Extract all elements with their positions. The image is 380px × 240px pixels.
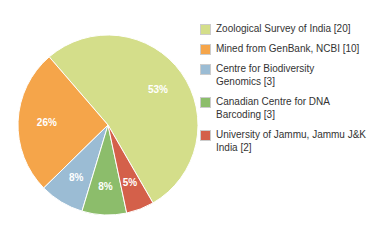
html-text:India [2]: India [2]	[216, 142, 252, 153]
svg-text:5%: 5%	[123, 177, 138, 188]
html-text:Centre for Biodiversity: Centre for Biodiversity	[216, 63, 315, 74]
html-text:Mined from GenBank, NCBI [10]: Mined from GenBank, NCBI [10]	[216, 43, 360, 54]
html-text:Zoological Survey of India [20: Zoological Survey of India [20]	[216, 23, 351, 34]
html-text:Barcoding [3]: Barcoding [3]	[216, 109, 275, 120]
svg-text:8%: 8%	[98, 181, 113, 192]
svg-text:8%: 8%	[69, 172, 84, 183]
html-text:Canadian Centre for DNA: Canadian Centre for DNA	[216, 96, 330, 107]
svg-text:53%: 53%	[148, 84, 168, 95]
html-text:University of Jammu, Jammu J&K: University of Jammu, Jammu J&K	[216, 129, 366, 140]
html-text:Genomics [3]: Genomics [3]	[216, 76, 275, 87]
svg-text:26%: 26%	[37, 117, 57, 128]
